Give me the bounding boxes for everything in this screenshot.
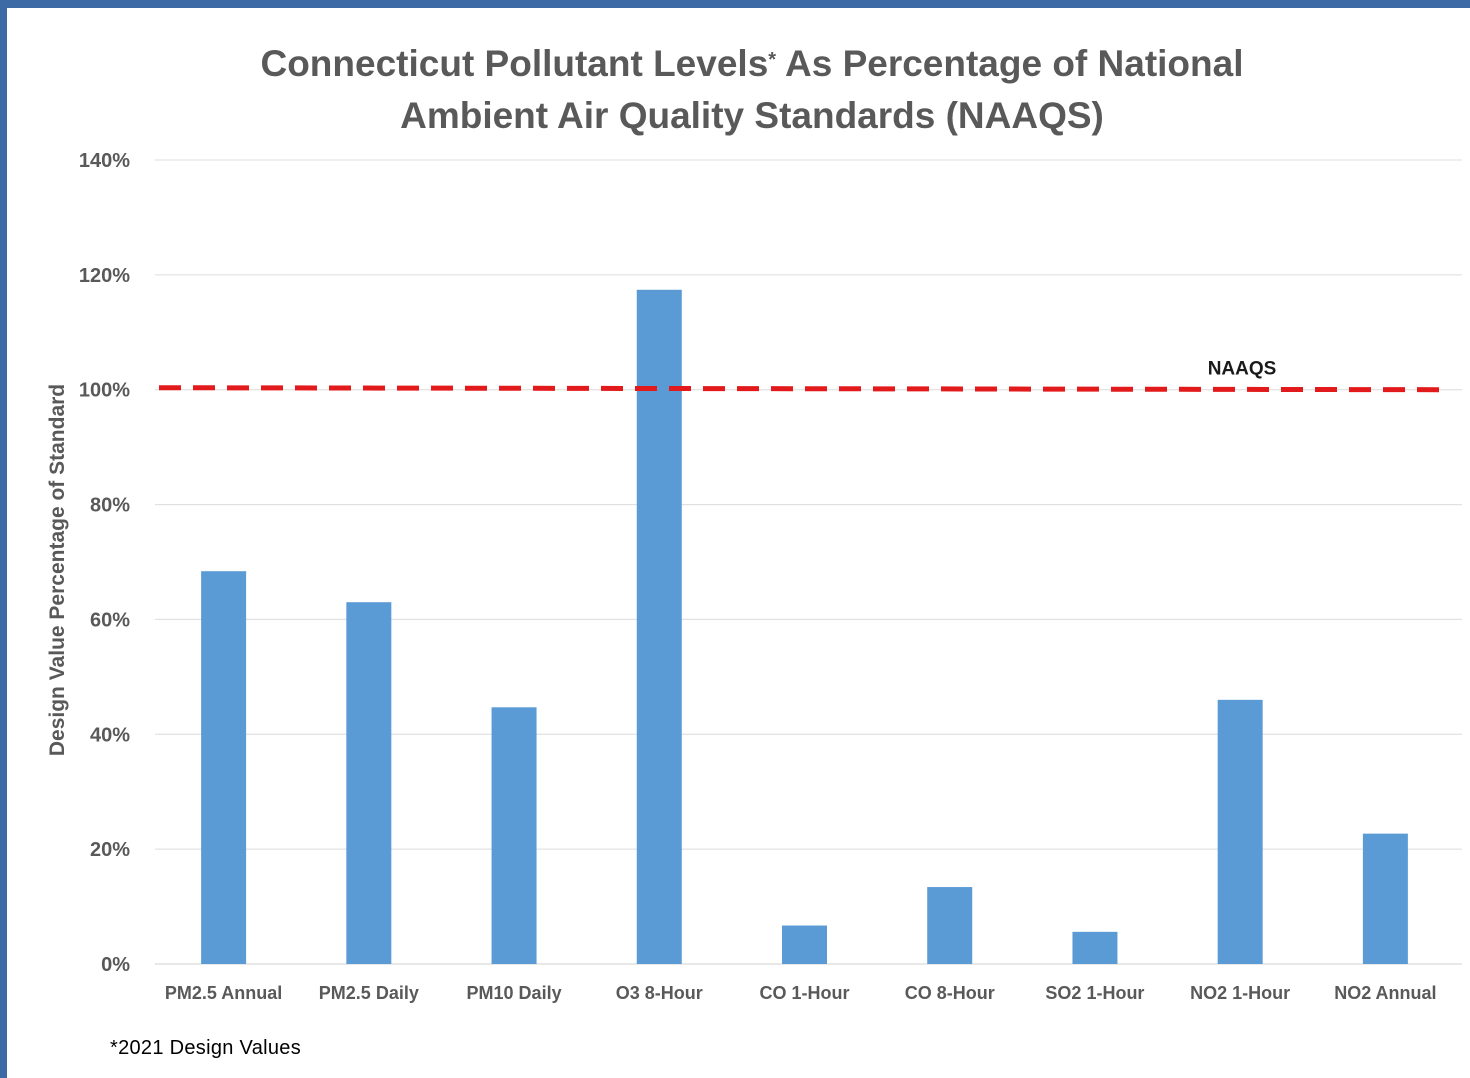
x-tick-label: CO 8-Hour bbox=[905, 983, 995, 1003]
naaqs-reference-label: NAAQS bbox=[1208, 359, 1277, 380]
chart-title: Connecticut Pollutant Levels* As Percent… bbox=[157, 38, 1347, 142]
chart-plot-area: 0%20%40%60%80%100%120%140% PM2.5 Annual P… bbox=[46, 150, 1462, 1003]
bar bbox=[636, 289, 682, 964]
reference-line-group: NAAQS bbox=[158, 359, 1440, 393]
bar bbox=[927, 887, 973, 964]
y-tick-label: 20% bbox=[90, 839, 130, 861]
x-tick-label: SO2 1-Hour bbox=[1045, 983, 1144, 1003]
bars bbox=[201, 289, 1408, 964]
x-tick-label: CO 1-Hour bbox=[760, 983, 850, 1003]
bar bbox=[346, 602, 392, 964]
y-tick-label: 40% bbox=[90, 724, 130, 746]
chart-title-line1-rest: As Percentage of National bbox=[776, 43, 1244, 84]
chart-title-asterisk: * bbox=[768, 49, 777, 71]
y-tick-label: 0% bbox=[101, 954, 130, 976]
x-tick-label: NO2 1-Hour bbox=[1190, 983, 1290, 1003]
y-tick-label: 80% bbox=[90, 495, 130, 517]
y-tick-label: 140% bbox=[79, 150, 130, 172]
x-tick-labels: PM2.5 Annual PM2.5 Daily PM10 Daily O3 8-Ho… bbox=[165, 983, 1437, 1003]
bar bbox=[201, 571, 247, 964]
y-tick-label: 60% bbox=[90, 609, 130, 631]
chart-title-line2: Ambient Air Quality Standards (NAAQS) bbox=[400, 95, 1104, 136]
naaqs-reference-line bbox=[158, 385, 1440, 393]
y-tick-labels: 0% 20% 40% 60% 80% 100% 120% 140% bbox=[79, 150, 130, 976]
y-axis-label: Design Value Percentage of Standard bbox=[46, 384, 69, 756]
footnote: *2021 Design Values bbox=[110, 1037, 302, 1059]
y-tick-label: 100% bbox=[79, 380, 130, 402]
bar bbox=[1362, 833, 1408, 964]
y-tick-label: 120% bbox=[79, 265, 130, 287]
x-tick-label: PM10 Daily bbox=[467, 983, 562, 1003]
x-tick-label: NO2 Annual bbox=[1334, 983, 1436, 1003]
bar bbox=[491, 707, 537, 964]
chart-title-line1: Connecticut Pollutant Levels bbox=[260, 43, 769, 84]
bar bbox=[782, 925, 827, 964]
x-tick-label: PM2.5 Daily bbox=[319, 983, 419, 1003]
bar bbox=[1217, 699, 1263, 964]
x-tick-label: O3 8-Hour bbox=[616, 983, 703, 1003]
x-tick-label: PM2.5 Annual bbox=[165, 983, 282, 1003]
bar bbox=[1072, 931, 1118, 964]
